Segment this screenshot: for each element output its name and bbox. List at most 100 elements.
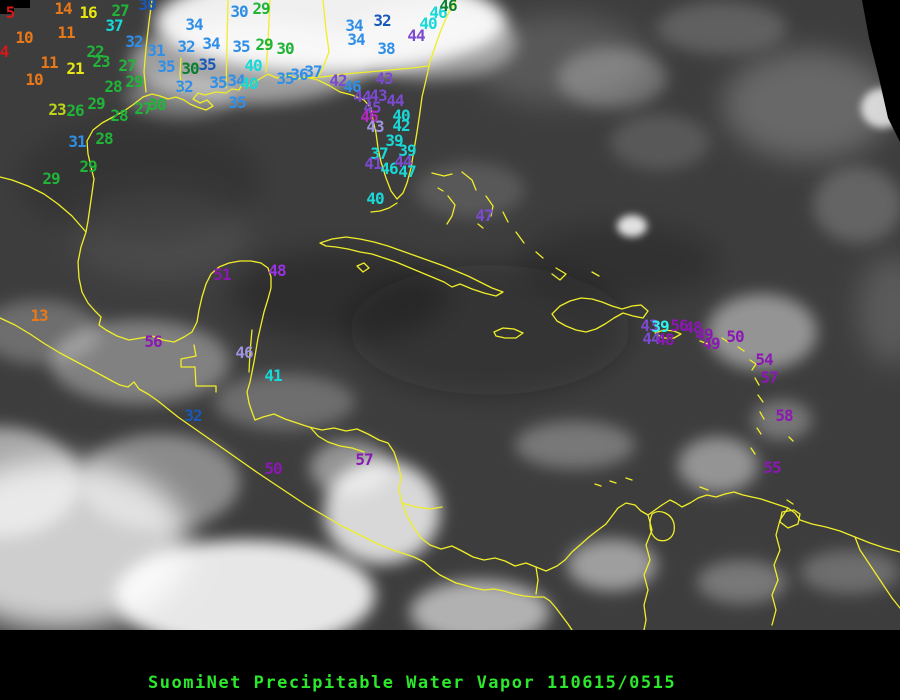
- station-pwv-value: 44: [353, 87, 371, 107]
- station-pwv-value: 34: [227, 71, 245, 91]
- station-pwv-value: 48: [656, 330, 674, 350]
- station-pwv-value: 30: [148, 95, 166, 115]
- station-pwv-value: 29: [79, 157, 97, 177]
- station-pwv-value: 40: [244, 56, 262, 76]
- station-pwv-value: 39: [385, 131, 403, 151]
- station-pwv-value: 35: [232, 37, 250, 57]
- station-pwv-value: 32: [175, 77, 193, 97]
- station-pwv-value: 29: [42, 169, 60, 189]
- station-pwv-value: 57: [355, 450, 373, 470]
- station-pwv-value: 32: [177, 37, 195, 57]
- station-pwv-value: 27: [111, 1, 129, 21]
- station-pwv-value: 30: [138, 0, 156, 15]
- station-pwv-value: 56: [144, 332, 162, 352]
- station-pwv-value: 57: [760, 368, 778, 388]
- station-pwv-value: 30: [230, 2, 248, 22]
- product-title: SuomiNet Precipitable Water Vapor 110615…: [148, 673, 677, 693]
- station-pwv-value: 41: [364, 154, 382, 174]
- station-pwv-value: 56: [670, 316, 688, 336]
- station-pwv-value: 28: [104, 77, 122, 97]
- station-pwv-value: 44: [407, 26, 425, 46]
- islands-abc: [594, 477, 709, 491]
- station-pwv-value: 46: [360, 107, 378, 127]
- station-pwv-value: 55: [763, 458, 781, 478]
- coast-gulf-caribbean: [77, 0, 900, 572]
- station-pwv-value: 31: [68, 132, 86, 152]
- station-values-layer: 5 4 14 16 27 30 10 11 37 32 31 11 21 22 23 27 35 30 35 34 32…: [0, 0, 794, 478]
- station-pwv-value: 43: [640, 316, 658, 336]
- station-pwv-value: 36: [290, 65, 308, 85]
- station-pwv-value: 35: [276, 69, 294, 89]
- cloud-layer: [0, 0, 900, 630]
- islands-lesser-antilles: [699, 337, 794, 505]
- rivers-south-america: [771, 507, 900, 626]
- station-pwv-value: 29: [125, 72, 143, 92]
- station-pwv-value: 32: [125, 32, 143, 52]
- station-pwv-value: 46: [380, 159, 398, 179]
- island-puerto-rico: [654, 329, 682, 339]
- station-pwv-value: 22: [86, 42, 104, 62]
- station-pwv-value: 34: [202, 34, 220, 54]
- station-pwv-value: 46: [343, 77, 361, 97]
- station-pwv-value: 41: [264, 366, 282, 386]
- station-pwv-value: 26: [66, 101, 84, 121]
- station-pwv-value: 39: [651, 317, 669, 337]
- station-pwv-value: 35: [209, 73, 227, 93]
- station-pwv-value: 29: [252, 0, 270, 19]
- satellite-imagery: [0, 0, 900, 630]
- station-pwv-value: 23: [92, 52, 110, 72]
- station-pwv-value: 45: [363, 98, 381, 118]
- station-pwv-value: 39: [398, 141, 416, 161]
- station-pwv-value: 46: [439, 0, 457, 16]
- station-pwv-value: 40: [240, 74, 258, 94]
- station-pwv-value: 38: [377, 39, 395, 59]
- station-pwv-value: 31: [147, 41, 165, 61]
- station-pwv-value: 44: [394, 152, 412, 172]
- station-pwv-value: 46: [429, 3, 447, 23]
- station-pwv-value: 34: [185, 15, 203, 35]
- station-pwv-value: 43: [366, 117, 384, 137]
- coastline-layer: [0, 0, 900, 630]
- island-cuba: [319, 236, 504, 297]
- station-pwv-value: 44: [642, 329, 660, 349]
- station-pwv-value: 48: [268, 261, 286, 281]
- station-pwv-value: 40: [419, 14, 437, 34]
- station-pwv-value: 40: [366, 189, 384, 209]
- station-pwv-value: 16: [79, 3, 97, 23]
- station-pwv-value: 32: [373, 11, 391, 31]
- station-pwv-value: 28: [110, 106, 128, 126]
- station-pwv-value: 11: [40, 53, 58, 73]
- station-pwv-value: 4: [0, 42, 9, 62]
- station-pwv-value: 50: [726, 327, 744, 347]
- state-borders: [143, 0, 429, 93]
- station-pwv-value: 27: [118, 56, 136, 76]
- station-pwv-value: 49: [695, 325, 713, 345]
- station-pwv-value: 47: [398, 162, 416, 182]
- station-pwv-value: 34: [345, 16, 363, 36]
- coast-pacific: [0, 317, 573, 630]
- station-pwv-value: 10: [25, 70, 43, 90]
- station-pwv-value: 35: [228, 93, 246, 113]
- island-jamaica: [493, 327, 524, 339]
- station-pwv-value: 42: [392, 116, 410, 136]
- station-pwv-value: 29: [255, 35, 273, 55]
- station-pwv-value: 34: [347, 30, 365, 50]
- island-hispaniola: [551, 297, 649, 333]
- station-pwv-value: 46: [235, 343, 253, 363]
- islands-bahamas: [431, 171, 600, 281]
- station-pwv-value: 58: [775, 406, 793, 426]
- station-pwv-value: 21: [66, 59, 84, 79]
- station-pwv-value: 13: [30, 306, 48, 326]
- island-isle-of-youth: [356, 262, 370, 273]
- station-pwv-value: 35: [198, 55, 216, 75]
- station-pwv-value: 54: [755, 350, 773, 370]
- station-pwv-value: 40: [392, 106, 410, 126]
- station-pwv-value: 23: [48, 100, 66, 120]
- station-pwv-value: 10: [15, 28, 33, 48]
- station-pwv-value: 28: [95, 129, 113, 149]
- station-pwv-value: 11: [57, 23, 75, 43]
- station-pwv-value: 51: [213, 265, 231, 285]
- station-pwv-value: 29: [87, 94, 105, 114]
- station-pwv-value: 48: [684, 318, 702, 338]
